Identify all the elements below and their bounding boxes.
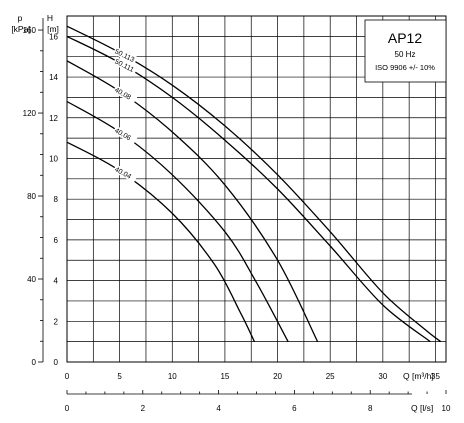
secondary-tick-label: 0 [65, 404, 70, 413]
title-box: AP12 50 Hz ISO 9906 +/- 10% [364, 19, 447, 83]
series-curve-50-113 [66, 25, 442, 343]
flow-tick-label: 25 [326, 372, 335, 381]
flow-tick-label: 10 [168, 372, 177, 381]
pressure-axis-unit: [kPa] [11, 24, 30, 34]
chart-subtitle-frequency: 50 Hz [395, 50, 416, 59]
series-curve-40-08 [66, 60, 319, 342]
series-label-background [112, 46, 138, 65]
flow-tick-label: 5 [117, 372, 122, 381]
secondary-tick-label: 8 [368, 404, 373, 413]
pressure-tick-label: 120 [23, 109, 37, 118]
pressure-axis-symbol: p [18, 13, 23, 23]
head-tick-label: 12 [49, 114, 58, 123]
flow-tick-label: 0 [65, 372, 70, 381]
chart-title: AP12 [388, 30, 422, 46]
secondary-tick-label: 6 [292, 404, 297, 413]
head-tick-label: 2 [54, 317, 59, 326]
plot-frame [66, 15, 447, 363]
pressure-tick-label: 40 [27, 275, 36, 284]
series-label-background [112, 125, 138, 145]
flow-tick-label: 35 [431, 372, 440, 381]
head-axis-symbol: H [47, 13, 53, 23]
head-tick-label: 6 [54, 236, 59, 245]
flow-tick-label: 30 [378, 372, 387, 381]
secondary-tick-label: 2 [141, 404, 146, 413]
x-axis-label: Q [m³/h] [403, 371, 434, 381]
head-tick-label: 16 [49, 32, 58, 41]
flow-tick-label: 20 [273, 372, 282, 381]
flow-tick-label: 15 [220, 372, 229, 381]
series-label-group: 40.04 [112, 164, 138, 183]
chart-subtitle-standard: ISO 9906 +/- 10% [375, 63, 435, 72]
head-axis-unit: [m] [47, 24, 59, 34]
head-tick-label: 8 [54, 195, 59, 204]
series-label-background [112, 84, 138, 104]
series-label-group: 40.06 [112, 125, 138, 145]
head-tick-label: 4 [54, 277, 59, 286]
series-label-background [112, 164, 138, 183]
series-label-background [112, 56, 138, 75]
head-tick-label: 0 [54, 358, 59, 367]
pressure-tick-label: 80 [27, 192, 36, 201]
head-tick-label: 14 [49, 73, 58, 82]
pressure-tick-label: 160 [23, 26, 37, 35]
series-label-group: 40.08 [112, 84, 138, 104]
secondary-tick-label: 4 [216, 404, 221, 413]
series-curve-40-04 [66, 141, 255, 342]
head-tick-label: 10 [49, 154, 58, 163]
pressure-tick-label: 0 [32, 358, 37, 367]
x-secondary-axis-label: Q [l/s] [411, 403, 433, 413]
secondary-tick-label: 10 [442, 404, 451, 413]
